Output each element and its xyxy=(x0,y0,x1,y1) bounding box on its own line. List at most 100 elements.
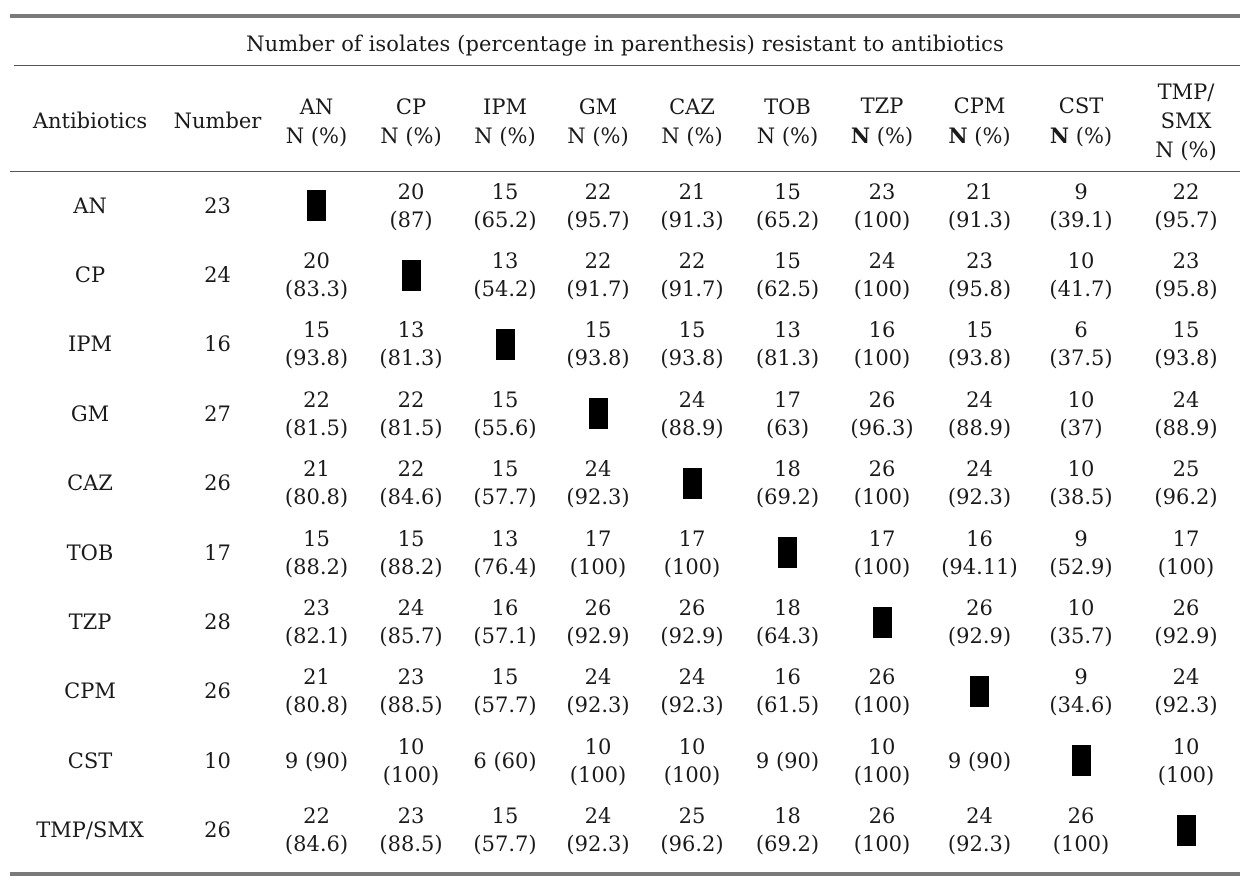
resistance-value: 23 (82.1) xyxy=(284,596,349,649)
resistance-value: 24 (88.9) xyxy=(1154,387,1218,440)
header-pct-label: (%) xyxy=(686,123,723,148)
resistance-cell: 24 (92.3) xyxy=(929,796,1030,865)
resistance-cell: 9 (39.1) xyxy=(1030,171,1132,240)
bottom-rule xyxy=(10,872,1240,876)
resistance-cell: 9 (90) xyxy=(929,726,1030,795)
resistance-cell: 17 (100) xyxy=(552,518,644,587)
header-code: TZP xyxy=(860,94,904,118)
resistance-value: 22 (95.7) xyxy=(566,179,630,232)
resistance-cell: 9 (90) xyxy=(269,726,364,795)
resistance-value: 22 (84.6) xyxy=(284,804,349,857)
header-code: TOB xyxy=(764,94,811,119)
diagonal-cell xyxy=(835,587,929,656)
resistance-cell: 23 (82.1) xyxy=(269,587,364,656)
resistance-value: 26 (100) xyxy=(853,457,911,510)
resistance-cell: 10 (100) xyxy=(644,726,740,795)
table-row: CP 24 20 (83.3) 13 (54.2) 22 (91.7) 22 (91.7)… xyxy=(14,240,1240,309)
resistance-value: 24 (92.3) xyxy=(947,457,1012,510)
row-number: 26 xyxy=(204,679,231,704)
resistance-value: 16 (57.1) xyxy=(473,596,537,649)
header-col-8: CST N (%) xyxy=(1030,72,1132,171)
resistance-cell: 10 (100) xyxy=(835,726,929,795)
header-code: CST xyxy=(1058,94,1104,118)
diagonal-block xyxy=(588,398,608,430)
resistance-value: 17 (63) xyxy=(765,387,810,440)
resistance-cell: 21 (80.8) xyxy=(269,449,364,518)
row-antibiotic: IPM xyxy=(68,332,112,357)
table-row: CPM 26 21 (80.8) 23 (88.5) 15 (57.7) 24 (92.3… xyxy=(14,657,1240,726)
table-caption: Number of isolates (percentage in parent… xyxy=(246,32,1004,56)
resistance-value: 26 (96.3) xyxy=(850,387,914,440)
diagonal-cell xyxy=(458,310,552,379)
resistance-cell: 22 (81.5) xyxy=(269,379,364,448)
header-n-pct: N (%) xyxy=(835,121,929,151)
resistance-cell: 20 (87) xyxy=(364,171,458,240)
resistance-value: 9 (34.6) xyxy=(1049,665,1113,718)
header-pct-label: (%) xyxy=(781,123,819,148)
resistance-cell: 15 (93.8) xyxy=(644,310,740,379)
header-col-6: TZP N (%) xyxy=(835,72,929,171)
resistance-cell: 15 (57.7) xyxy=(458,449,552,518)
resistance-value: 23 (88.5) xyxy=(379,804,443,857)
header-col-7: CPM N (%) xyxy=(929,72,1030,171)
header-pct-label: (%) xyxy=(1075,124,1113,148)
table-row: CST 10 9 (90) 10 (100) 6 (60) 10 (100) 10 (100… xyxy=(14,726,1240,795)
table-row: CAZ 26 21 (80.8) 22 (84.6) 15 (57.7) 24 (92.3… xyxy=(14,449,1240,518)
resistance-value: 9 (90) xyxy=(284,748,349,773)
resistance-value: 17 (100) xyxy=(569,526,627,579)
row-number: 28 xyxy=(204,610,231,635)
header-number: Number xyxy=(173,109,262,133)
resistance-cell: 21 (80.8) xyxy=(269,657,364,726)
resistance-value: 23 (88.5) xyxy=(379,665,443,718)
header-code: TMP/ SMX xyxy=(1157,80,1215,133)
resistance-cell: 18 (69.2) xyxy=(740,796,835,865)
header-n-label: N xyxy=(567,123,586,148)
resistance-value: 16 (61.5) xyxy=(755,665,820,718)
resistance-value: 9 (39.1) xyxy=(1049,179,1113,232)
header-n-pct: N (%) xyxy=(269,122,364,151)
header-n-pct: N (%) xyxy=(740,122,835,151)
resistance-cell: 15 (65.2) xyxy=(458,171,552,240)
resistance-cell: 10 (100) xyxy=(364,726,458,795)
header-code: CAZ xyxy=(669,94,715,119)
resistance-value: 15 (93.8) xyxy=(947,318,1012,371)
header-pct-label: (%) xyxy=(310,123,348,148)
resistance-cell: 6 (60) xyxy=(458,726,552,795)
resistance-value: 15 (57.7) xyxy=(473,665,537,718)
resistance-value: 10 (41.7) xyxy=(1049,249,1113,302)
resistance-value: 13 (81.3) xyxy=(755,318,820,371)
row-number: 10 xyxy=(204,748,231,773)
diagonal-block xyxy=(1071,745,1091,777)
resistance-value: 13 (54.2) xyxy=(473,249,537,302)
header-n-pct: N (%) xyxy=(1030,121,1132,151)
resistance-cell: 24 (88.9) xyxy=(929,379,1030,448)
resistance-cell: 24 (92.3) xyxy=(1132,657,1240,726)
resistance-value: 17 (100) xyxy=(853,526,911,579)
resistance-cell: 16 (61.5) xyxy=(740,657,835,726)
resistance-cell: 22 (91.7) xyxy=(644,240,740,309)
table-row: GM 27 22 (81.5) 22 (81.5) 15 (55.6) 24 (88.9)… xyxy=(14,379,1240,448)
resistance-cell: 24 (100) xyxy=(835,240,929,309)
resistance-cell: 15 (93.8) xyxy=(929,310,1030,379)
resistance-value: 15 (88.2) xyxy=(284,526,349,579)
header-pct-label: (%) xyxy=(1180,138,1217,162)
resistance-cell: 21 (91.3) xyxy=(929,171,1030,240)
header-n-label: N xyxy=(285,123,305,148)
resistance-value: 15 (88.2) xyxy=(379,526,443,579)
table-row: TMP/SMX 26 22 (84.6) 23 (88.5) 15 (57.7) 24 (… xyxy=(14,796,1240,865)
resistance-cell: 26 (100) xyxy=(835,449,929,518)
resistance-value: 17 (100) xyxy=(663,526,721,579)
row-antibiotic: CP xyxy=(74,263,106,288)
resistance-value: 10 (35.7) xyxy=(1049,596,1113,649)
header-col-9: TMP/ SMX N (%) xyxy=(1132,72,1240,171)
resistance-value: 22 (95.7) xyxy=(1154,179,1218,232)
resistance-cell: 10 (37) xyxy=(1030,379,1132,448)
resistance-value: 25 (96.2) xyxy=(1154,457,1218,510)
resistance-cell: 24 (92.3) xyxy=(552,657,644,726)
resistance-value: 24 (92.3) xyxy=(566,804,630,857)
header-n-pct: N (%) xyxy=(644,122,740,151)
resistance-cell: 13 (76.4) xyxy=(458,518,552,587)
resistance-cell: 17 (63) xyxy=(740,379,835,448)
resistance-cell: 22 (95.7) xyxy=(552,171,644,240)
header-col-3: GM N (%) xyxy=(552,72,644,171)
